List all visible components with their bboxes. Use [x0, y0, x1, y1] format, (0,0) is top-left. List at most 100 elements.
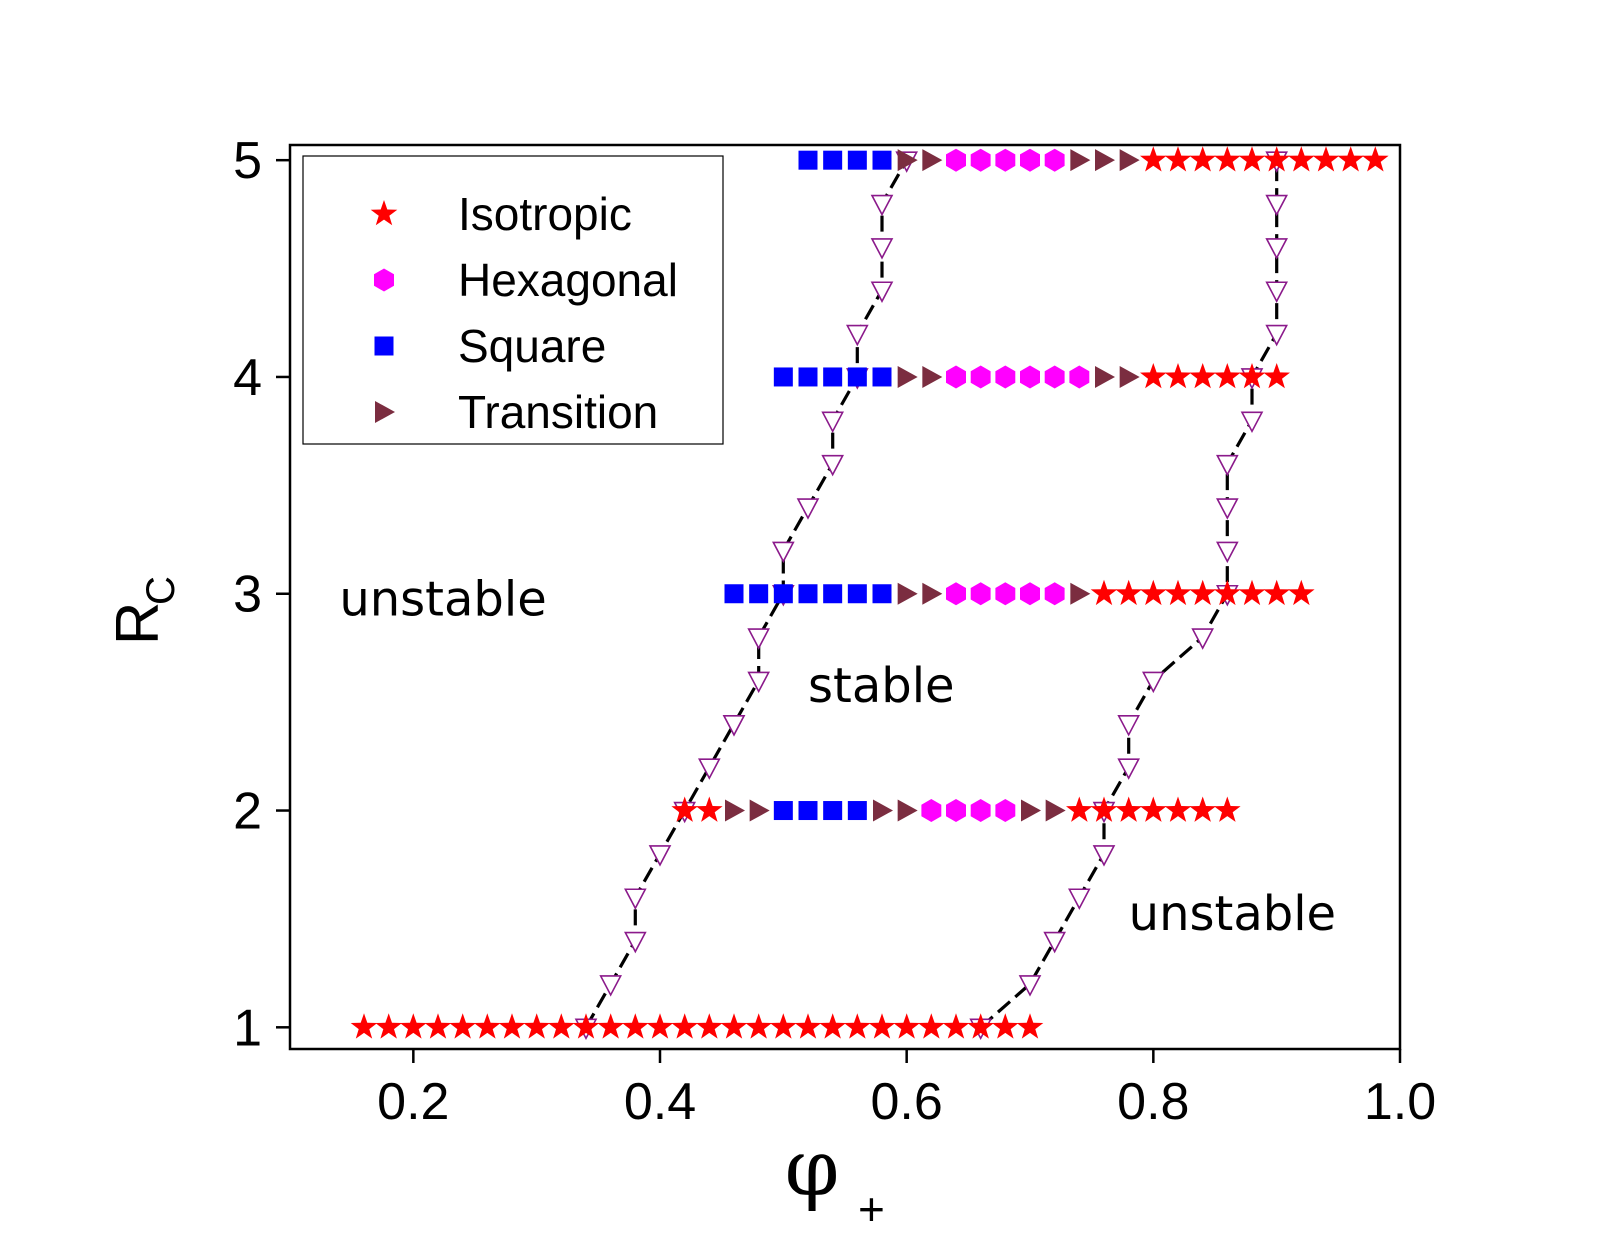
annotation-stable: stable	[808, 658, 955, 714]
y-tick-label: 5	[233, 132, 262, 190]
left-boundary-point	[870, 194, 894, 217]
square-point	[872, 367, 892, 387]
transition-point	[1045, 799, 1066, 822]
annotation-unstable-right: unstable	[1129, 886, 1336, 942]
x-tick-label: 0.6	[871, 1073, 943, 1131]
isotropic-point	[918, 1013, 945, 1039]
isotropic-point	[449, 1013, 476, 1039]
legend-label-isotropic: Isotropic	[458, 188, 632, 240]
isotropic-point	[1214, 363, 1241, 389]
left-boundary-point	[599, 975, 622, 997]
isotropic-point	[622, 1013, 649, 1039]
isotropic-point	[1263, 579, 1290, 606]
isotropic-point	[1189, 796, 1216, 822]
right-boundary-point	[1142, 671, 1165, 694]
left-boundary-point	[698, 758, 721, 780]
isotropic-point	[1140, 146, 1167, 172]
transition-point	[897, 365, 918, 388]
legend-box	[302, 155, 724, 445]
isotropic-point	[893, 1013, 920, 1039]
transition-point	[749, 799, 770, 822]
isotropic-point	[375, 1013, 402, 1039]
isotropic-point	[548, 1013, 575, 1039]
legend: Isotropic Hexagonal Square Transition	[302, 155, 724, 445]
left-boundary-point	[821, 411, 844, 434]
hexagonal-point	[970, 582, 991, 606]
x-axis-label: φ +	[785, 1124, 885, 1235]
y-axis-label: R C	[104, 576, 183, 645]
isotropic-point	[646, 1013, 674, 1039]
hexagonal-point	[946, 582, 966, 606]
right-boundary-point	[1265, 324, 1288, 347]
transition-point	[922, 365, 943, 388]
axis-ticks: 0.2 0.4 0.6 0.8 1.0 1 2 3 4 5	[233, 132, 1436, 1131]
left-boundary-point	[747, 628, 770, 650]
right-boundary-point	[1018, 975, 1042, 997]
isotropic-point	[1140, 363, 1167, 389]
isotropic-point	[671, 1013, 698, 1039]
isotropic-point	[696, 1013, 723, 1039]
isotropic-point	[1288, 146, 1315, 172]
isotropic-point	[794, 1013, 822, 1039]
isotropic-point	[1214, 796, 1241, 822]
isotropic-point	[1238, 579, 1266, 606]
hexagonal-point	[995, 582, 1016, 606]
square-point	[773, 584, 793, 604]
square-point	[847, 801, 867, 821]
isotropic-point	[1140, 579, 1167, 606]
legend-marker-hexagonal	[374, 268, 394, 292]
isotropic-point	[1115, 796, 1142, 822]
x-tick-label: 1.0	[1364, 1073, 1436, 1131]
y-axis-label-sub: C	[139, 576, 183, 605]
transition-point	[922, 149, 943, 172]
isotropic-point	[1140, 796, 1167, 822]
hexagonal-point	[995, 148, 1016, 172]
x-tick-label: 0.2	[377, 1073, 449, 1131]
isotropic-point	[1164, 146, 1192, 172]
left-boundary-point	[821, 454, 844, 477]
isotropic-point	[523, 1013, 550, 1039]
isotropic-point	[1238, 363, 1266, 389]
hexagonal-point	[1044, 582, 1065, 606]
isotropic-point	[1189, 363, 1216, 389]
square-point	[847, 150, 867, 170]
transition-point	[1070, 149, 1091, 172]
isotropic-point	[1164, 363, 1192, 389]
isotropic-point	[474, 1013, 501, 1039]
data-points	[350, 146, 1389, 1039]
y-tick-label: 3	[233, 566, 262, 624]
square-point	[773, 801, 793, 821]
isotropic-point	[1189, 579, 1216, 606]
isotropic-point	[1090, 579, 1118, 606]
right-boundary-point	[1191, 628, 1214, 650]
square-point	[823, 367, 843, 387]
square-point	[872, 150, 892, 170]
left-boundary-point	[870, 238, 894, 260]
hexagonal-point	[1044, 148, 1065, 172]
transition-point	[1095, 365, 1115, 388]
transition-point	[1119, 365, 1140, 388]
hexagonal-point	[1069, 365, 1090, 389]
hexagonal-point	[970, 365, 991, 389]
isotropic-point	[572, 1013, 600, 1039]
isotropic-point	[1090, 796, 1118, 822]
transition-point	[897, 582, 918, 605]
right-boundary-point	[1216, 498, 1239, 520]
square-point	[872, 584, 892, 604]
isotropic-point	[1238, 146, 1266, 172]
left-boundary-point	[772, 541, 795, 564]
hexagonal-point	[995, 365, 1016, 389]
legend-items: Isotropic Hexagonal Square Transition	[370, 188, 678, 438]
x-axis-label-main: φ	[785, 1124, 840, 1214]
right-boundary-point	[1265, 281, 1288, 303]
hexagonal-point	[1020, 365, 1040, 389]
hexagonal-point	[946, 365, 966, 389]
plot-frame	[288, 143, 1402, 1051]
isotropic-point	[844, 1013, 871, 1039]
isotropic-point	[1164, 796, 1192, 822]
x-axis-label-sub: +	[858, 1183, 885, 1235]
isotropic-point	[992, 1013, 1019, 1039]
right-boundary-point	[1068, 888, 1091, 910]
transition-point	[873, 799, 893, 822]
